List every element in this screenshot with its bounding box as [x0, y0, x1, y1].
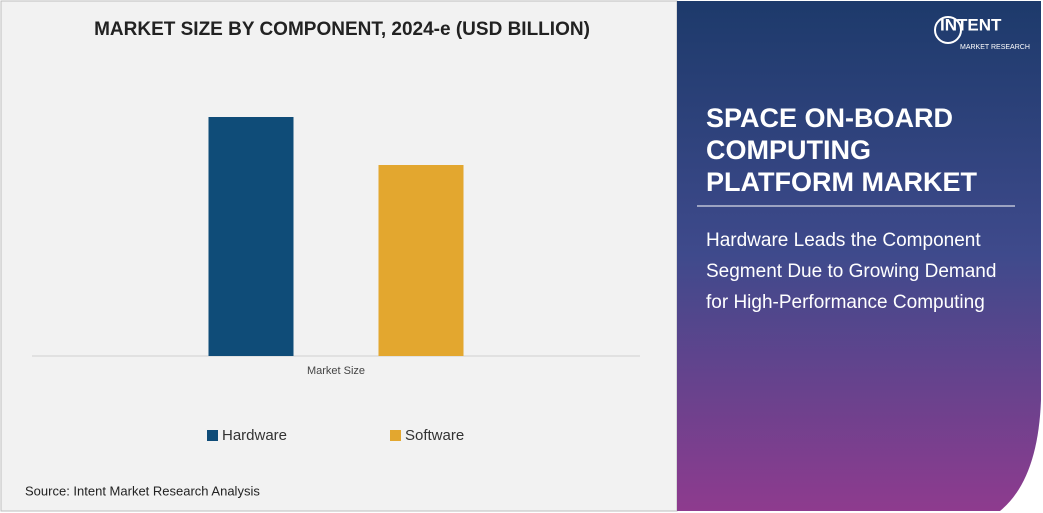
- brand-name: INTENT: [940, 15, 1002, 34]
- logo-icon: [934, 16, 962, 44]
- chart-panel: [0, 0, 678, 512]
- chart-title: MARKET SIZE BY COMPONENT, 2024-e (USD BI…: [94, 19, 590, 40]
- bar: [208, 117, 294, 356]
- legend-swatch: [207, 430, 218, 441]
- legend-label: Hardware: [222, 427, 287, 444]
- side-panel: [677, 1, 1041, 511]
- legend-label: Software: [405, 427, 464, 444]
- headline: Hardware Leads the Component Segment Due…: [706, 230, 997, 313]
- source: Source: Intent Market Research Analysis: [25, 483, 260, 498]
- bar: [378, 165, 464, 356]
- legend-swatch: [390, 430, 401, 441]
- report-title: SPACE ON-BOARD COMPUTING PLATFORM MARKET: [706, 103, 977, 197]
- x-tick-label: Market Size: [307, 365, 365, 377]
- brand-tagline: MARKET RESEARCH: [960, 44, 1030, 51]
